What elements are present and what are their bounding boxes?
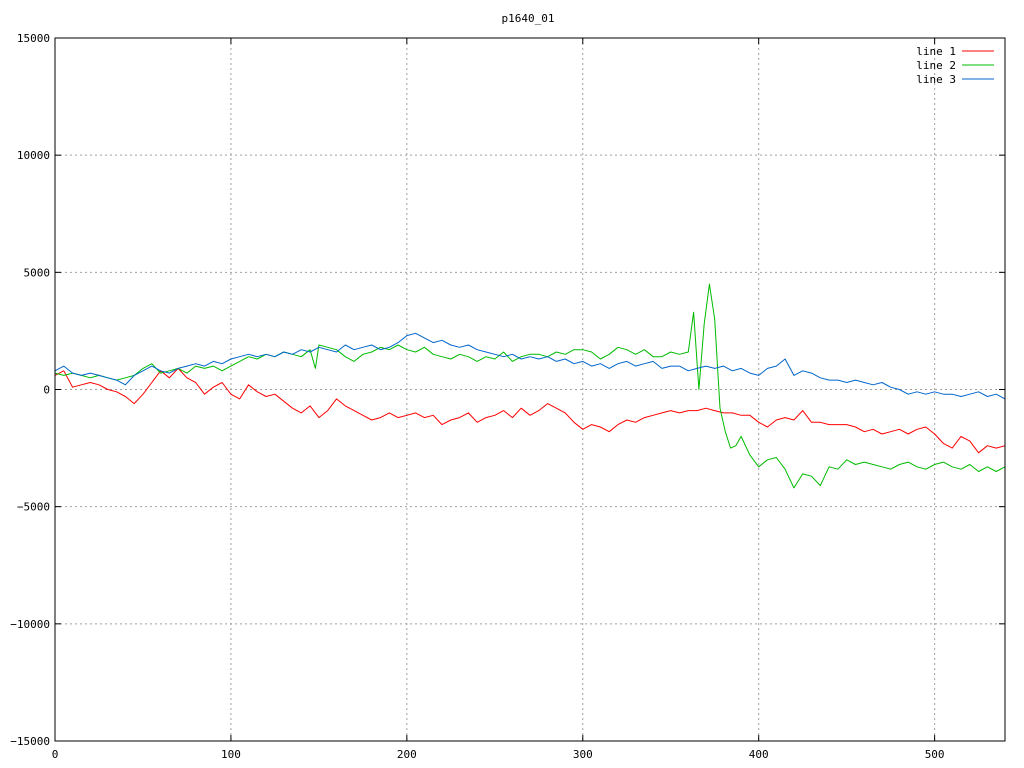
y-tick-label: 10000 <box>17 149 50 162</box>
y-tick-label: −15000 <box>10 735 50 748</box>
series-line-1 <box>54 367 1006 454</box>
x-tick-label: 200 <box>397 748 417 761</box>
y-tick-label: 5000 <box>24 266 51 279</box>
x-tick-label: 300 <box>573 748 593 761</box>
y-tick-label: −5000 <box>17 501 50 514</box>
legend-label-1: line 1 <box>916 45 956 58</box>
x-tick-label: 0 <box>52 748 59 761</box>
series-line-2 <box>54 283 1006 489</box>
x-tick-label: 500 <box>925 748 945 761</box>
y-tick-label: 0 <box>43 384 50 397</box>
y-tick-label: −10000 <box>10 618 50 631</box>
legend-label-3: line 3 <box>916 73 956 86</box>
legend-label-2: line 2 <box>916 59 956 72</box>
grid <box>55 38 1005 741</box>
axis-ticks: 0 100 200 300 400 500 −15000 −10000 −5000 0 5000 10… <box>10 32 1005 761</box>
x-tick-label: 100 <box>221 748 241 761</box>
x-tick-label: 400 <box>749 748 769 761</box>
series-line-3 <box>54 332 1006 400</box>
series-group <box>54 283 1006 489</box>
chart-title: p1640_01 <box>502 12 555 25</box>
y-tick-label: 15000 <box>17 32 50 45</box>
